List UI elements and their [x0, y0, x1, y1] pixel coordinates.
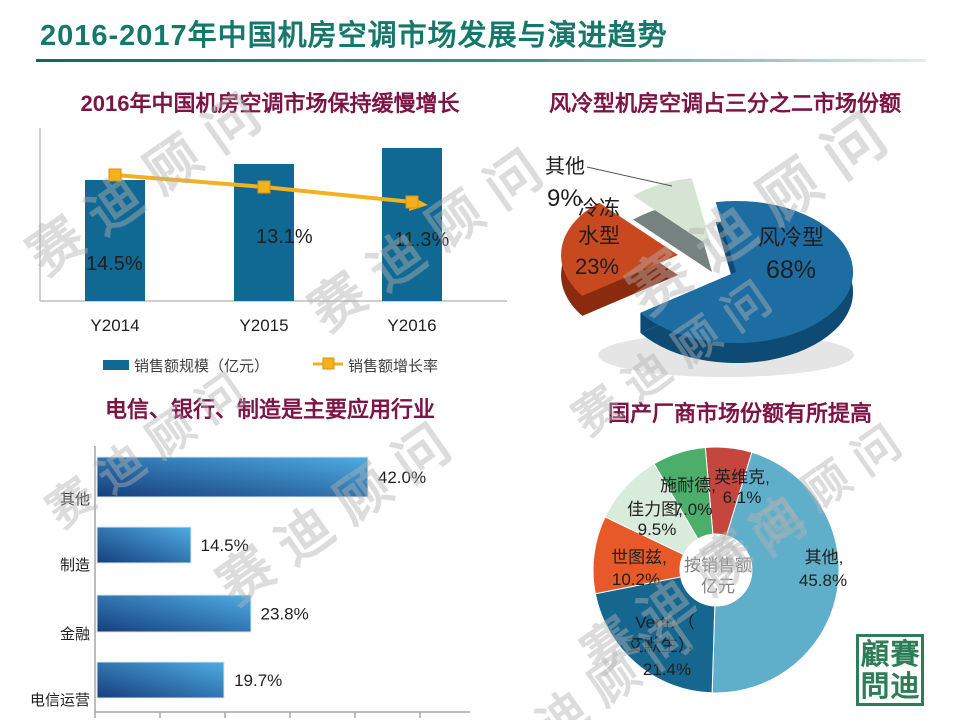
panel-growth-chart: 2016年中国机房空调市场保持缓慢增长 14.5% 13.1% 11.3% Y2014… [30, 86, 510, 388]
growth-rate-label: 13.1% [256, 226, 313, 248]
category-label: 电信运营 [30, 692, 90, 709]
pie-slice-风冷型 [640, 201, 854, 344]
donut-label-世图兹: 10.2% [612, 570, 660, 589]
panel-industry-chart: 电信、银行、制造是主要应用行业 42.0% 其他 14.5% 制造 23.8% 金融 19.… [30, 392, 510, 720]
slice-value: 23% [575, 254, 619, 279]
pie-slice-其他 [633, 178, 712, 248]
industry-hbar-chart: 42.0% 其他 14.5% 制造 23.8% 金融 19.7% 电信运营 [30, 446, 470, 718]
industry-chart-title: 电信、银行、制造是主要应用行业 [104, 397, 435, 422]
donut-label-其他: 45.8% [799, 571, 847, 590]
panel-vendor-share-chart: 国产厂商市场份额有所提高 英维克, 6.1% 其他, 45.8% Vertiv（ 艾默生）… [520, 396, 960, 720]
slice-label: 风冷型 [758, 225, 824, 250]
seal-char: 問 [860, 669, 890, 703]
seal-char: 賽 [890, 637, 920, 671]
growth-combo-chart: 14.5% 13.1% 11.3% Y2014 Y2015 Y2016 销售额规模（亿元） 销… [39, 128, 507, 375]
bar-value-label: 23.8% [261, 605, 309, 624]
legend-line-label: 销售额增长率 [348, 358, 438, 375]
ccid-seal-logo: 顧 賽 問 迪 [856, 634, 924, 706]
legend-bar-label: 销售额规模（亿元） [134, 358, 269, 375]
category-label: 其他 [60, 491, 90, 508]
pie-slice-冷冻水型 [561, 202, 678, 296]
x-tick-label: Y2014 [90, 316, 139, 335]
bar-value-label: 14.5% [201, 536, 249, 555]
slice-value: 9% [547, 185, 582, 212]
category-label: 制造 [60, 557, 90, 574]
growth-chart-title: 2016年中国机房空调市场保持缓慢增长 [80, 91, 460, 116]
legend-line-marker [322, 357, 335, 370]
slice-label: 水型 [578, 225, 620, 248]
donut-label-世图兹: 世图兹, [611, 548, 667, 567]
slice-label: 冷冻 [578, 197, 620, 220]
title-underline [36, 59, 926, 62]
page-title: 2016-2017年中国机房空调市场发展与演进趋势 [40, 20, 668, 52]
donut-slice-Vertiv（艾默生） [594, 576, 716, 694]
donut-slice-施耐德 [653, 446, 714, 540]
industry-bar-金融 [96, 594, 252, 633]
donut-label-Vertiv（艾默生）: 艾默生）， [627, 636, 704, 655]
donut-slice-其他 [711, 451, 840, 694]
donut-label-Vertiv（艾默生）: Vertiv（ [635, 613, 695, 632]
growth-rate-label: 11.3% [394, 229, 449, 251]
category-label: 金融 [60, 626, 90, 643]
bar-value-label: 19.7% [234, 671, 282, 690]
slice-value: 68% [766, 256, 816, 284]
donut-label-佳力图: 佳力图, [627, 500, 683, 519]
bar-value-label: 42.0% [378, 468, 426, 487]
seal-char: 迪 [890, 669, 920, 703]
vendor-share-donut-chart: 英维克,6.1% 其他, 45.8% Vertiv（ 艾默生）， 21.4% 世图兹, 10.… [592, 446, 847, 694]
seal-char: 顧 [860, 637, 890, 671]
industry-bar-制造 [96, 526, 192, 564]
donut-label-佳力图: 9.5% [638, 520, 677, 539]
legend-bar-swatch [103, 360, 129, 370]
donut-label-英维克: 英维克, [714, 468, 770, 487]
leader-line [586, 166, 673, 187]
line-marker-Y2015 [257, 180, 271, 194]
donut-center-label: 按销售额 [684, 556, 752, 575]
donut-label-施耐德: 7.0% [674, 500, 713, 519]
donut-label-施耐德: 施耐德, [660, 476, 716, 495]
industry-bar-电信运营 [96, 661, 225, 699]
growth-rate-label: 14.5% [86, 253, 143, 275]
donut-label-英维克: 6.1% [723, 488, 762, 507]
line-marker-Y2016 [405, 195, 419, 209]
type-share-chart-title: 风冷型机房空调占三分之二市场份额 [548, 91, 901, 116]
donut-center-label: 亿元 [701, 577, 735, 596]
sales-bar-Y2016 [382, 148, 442, 301]
vendor-share-chart-title: 国产厂商市场份额有所提高 [607, 401, 872, 426]
donut-label-其他: 其他, [805, 548, 844, 567]
donut-label-Vertiv（艾默生）: 21.4% [643, 660, 691, 679]
panel-type-share-chart: 风冷型机房空调占三分之二市场份额 风冷型 68% 冷冻水型 23% 其他 9% [490, 86, 960, 388]
sales-bar-Y2014 [85, 180, 145, 301]
industry-bar-其他 [96, 456, 369, 498]
x-tick-label: Y2015 [239, 316, 288, 335]
slice-label: 其他 [545, 155, 585, 178]
x-tick-label: Y2016 [387, 316, 436, 335]
line-marker-Y2014 [108, 168, 122, 182]
